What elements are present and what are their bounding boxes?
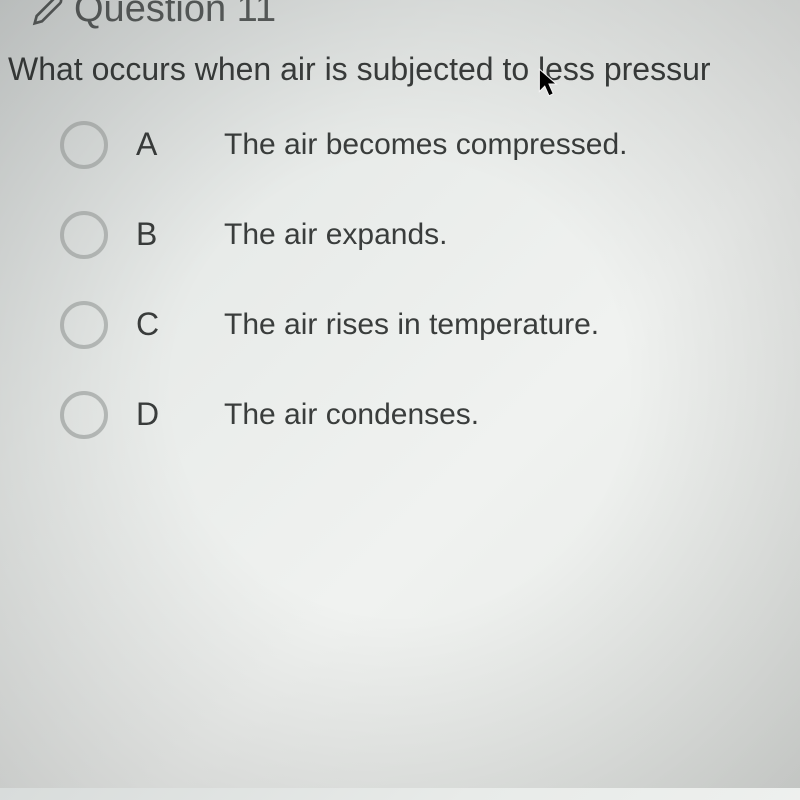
radio-option-a[interactable] [60,121,108,169]
pencil-icon [32,0,64,26]
options-container: A The air becomes compressed. B The air … [0,121,800,439]
option-letter: B [136,216,196,253]
option-text: The air becomes compressed. [224,128,628,162]
question-prompt: What occurs when air is subjected to les… [0,49,800,121]
option-row[interactable]: D The air condenses. [60,391,780,439]
option-letter: C [136,306,196,343]
option-letter: A [136,126,196,163]
option-letter: D [136,396,196,433]
radio-option-c[interactable] [60,301,108,349]
radio-option-d[interactable] [60,391,108,439]
option-text: The air expands. [224,218,447,252]
option-text: The air condenses. [224,398,479,432]
question-title: Question 11 [74,0,276,31]
option-row[interactable]: B The air expands. [60,211,780,259]
option-row[interactable]: C The air rises in temperature. [60,301,780,349]
radio-option-b[interactable] [60,211,108,259]
option-row[interactable]: A The air becomes compressed. [60,121,780,169]
question-header: Question 11 [0,0,800,49]
option-text: The air rises in temperature. [224,308,599,342]
